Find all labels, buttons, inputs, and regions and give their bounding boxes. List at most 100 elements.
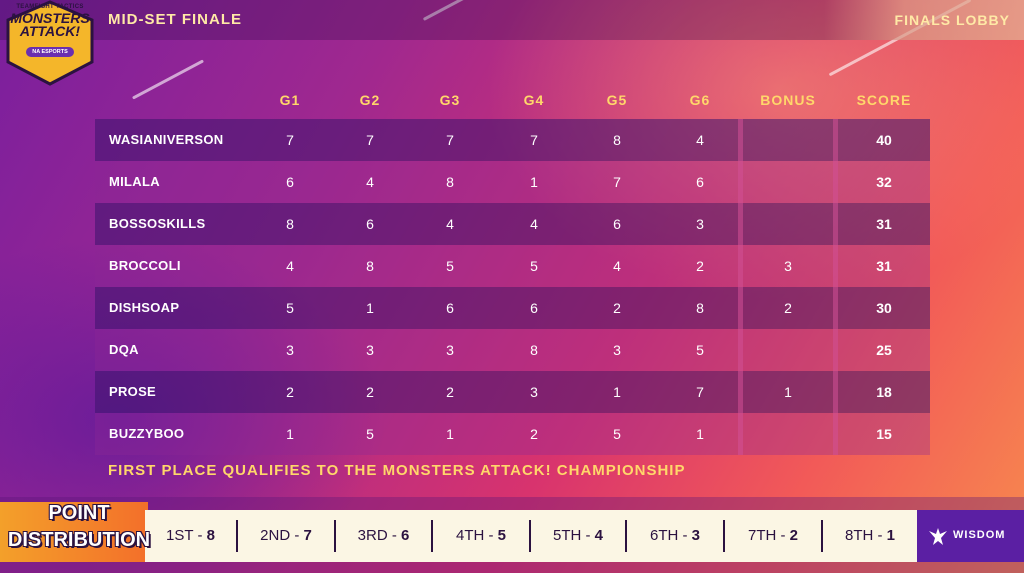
placement-value: 8 — [206, 527, 215, 544]
placement-value: 5 — [497, 527, 507, 544]
table-row: BUZZYBOO 1 5 1 2 5 1 15 — [95, 413, 930, 455]
game-3-points: 4 — [446, 216, 454, 232]
player-name: BUZZYBOO — [109, 426, 185, 441]
column-header-score: SCORE — [856, 92, 912, 108]
point-distribution-title-line-1: POINT — [48, 502, 110, 524]
game-1-points: 1 — [286, 426, 294, 442]
game-6-points: 3 — [696, 216, 704, 232]
game-4-points: 4 — [530, 216, 538, 232]
game-6-points: 6 — [696, 174, 704, 190]
bonus-points — [743, 203, 833, 245]
game-3-points: 5 — [446, 258, 454, 274]
game-1-points: 8 — [286, 216, 294, 232]
player-name: BOSSOSKILLS — [109, 216, 206, 231]
game-2-points: 6 — [366, 216, 374, 232]
bonus-points — [743, 119, 833, 161]
event-subtitle: MID-SET FINALE — [108, 11, 242, 28]
game-4-points: 8 — [530, 342, 538, 358]
game-5-points: 5 — [613, 426, 621, 442]
game-2-points: 7 — [366, 132, 374, 148]
game-1-points: 4 — [286, 258, 294, 274]
table-row: DQA 3 3 3 8 3 5 25 — [95, 329, 930, 371]
player-name: WASIANIVERSON — [109, 132, 224, 147]
placement-value: 6 — [401, 527, 410, 544]
bonus-points: 3 — [784, 258, 792, 274]
game-4-points: 5 — [530, 258, 538, 274]
game-1-points: 2 — [286, 384, 294, 400]
total-score: 15 — [876, 426, 892, 442]
table-row: BOSSOSKILLS 8 6 4 4 6 3 31 — [95, 203, 930, 245]
placement-value: 3 — [691, 527, 701, 544]
placement-points: 7TH - 2 — [747, 527, 799, 544]
game-4-points: 7 — [530, 132, 538, 148]
sponsor-label: WISDOM — [953, 529, 1006, 541]
game-1-points: 3 — [286, 342, 294, 358]
bonus-points — [743, 329, 833, 371]
light-streak — [131, 59, 205, 100]
point-distribution-title-line-2: DISTRIBUTION — [7, 529, 151, 551]
game-5-points: 3 — [613, 342, 621, 358]
game-2-points: 2 — [366, 384, 374, 400]
game-1-points: 5 — [286, 300, 294, 316]
column-header-g5: G5 — [606, 92, 628, 108]
game-2-points: 3 — [366, 342, 374, 358]
placement-label: 7TH — [747, 527, 777, 544]
game-3-points: 2 — [446, 384, 454, 400]
total-score: 18 — [876, 384, 892, 400]
game-2-points: 5 — [366, 426, 374, 442]
table-row: WASIANIVERSON 7 7 7 7 8 4 40 — [95, 119, 930, 161]
game-3-points: 3 — [446, 342, 454, 358]
game-3-points: 7 — [446, 132, 454, 148]
bonus-points — [743, 161, 833, 203]
game-4-points: 2 — [530, 426, 538, 442]
player-name: PROSE — [109, 384, 157, 399]
placement-points: 3RD - 6 — [357, 527, 410, 544]
column-header-g6: G6 — [689, 92, 711, 108]
game-3-points: 8 — [446, 174, 454, 190]
placement-points: 4TH - 5 — [455, 527, 507, 544]
event-logo: TEAMFIGHT TACTICS MONSTERS ATTACK! NA ES… — [4, 0, 96, 86]
table-row: MILALA 6 4 8 1 7 6 32 — [95, 161, 930, 203]
table-row: DISHSOAP 5 1 6 6 2 8 2 30 — [95, 287, 930, 329]
player-name: DISHSOAP — [109, 300, 180, 315]
point-distribution-strip: 1ST - 8 2ND - 7 3RD - 6 4TH - 5 5TH - 4 … — [145, 510, 917, 562]
total-score: 31 — [876, 216, 892, 232]
placement-points: 8TH - 1 — [844, 527, 896, 544]
point-distribution-badge — [0, 502, 148, 562]
game-4-points: 1 — [530, 174, 538, 190]
qualification-note: FIRST PLACE QUALIFIES TO THE MONSTERS AT… — [108, 462, 686, 479]
game-5-points: 6 — [613, 216, 621, 232]
placement-points: 1ST - 8 — [166, 527, 215, 544]
total-score: 30 — [876, 300, 892, 316]
bird-logo-icon — [929, 528, 947, 545]
placement-label: 1ST — [166, 527, 194, 544]
bonus-points: 1 — [784, 384, 792, 400]
separator — [723, 520, 725, 552]
bonus-points: 2 — [784, 300, 792, 316]
game-5-points: 1 — [613, 384, 621, 400]
column-header-g2: G2 — [359, 92, 381, 108]
game-3-points: 6 — [446, 300, 454, 316]
game-1-points: 7 — [286, 132, 294, 148]
separator — [625, 520, 627, 552]
table-row: BROCCOLI 4 8 5 5 4 2 3 31 — [95, 245, 930, 287]
placement-value: 4 — [594, 527, 604, 544]
placement-label: 6TH — [649, 527, 679, 544]
game-6-points: 1 — [696, 426, 704, 442]
game-3-points: 1 — [446, 426, 454, 442]
total-score: 40 — [876, 132, 892, 148]
game-1-points: 6 — [286, 174, 294, 190]
score-column-divider — [833, 119, 838, 455]
separator — [821, 520, 823, 552]
player-name: BROCCOLI — [109, 258, 181, 273]
table-row: PROSE 2 2 2 3 1 7 1 18 — [95, 371, 930, 413]
placement-label: 2ND — [260, 527, 291, 544]
game-4-points: 3 — [530, 384, 538, 400]
game-5-points: 2 — [613, 300, 621, 316]
game-2-points: 4 — [366, 174, 374, 190]
placement-points: 6TH - 3 — [649, 527, 701, 544]
placement-value: 1 — [886, 527, 896, 544]
column-header-g4: G4 — [523, 92, 545, 108]
bonus-column-divider — [738, 119, 743, 455]
separator — [236, 520, 238, 552]
